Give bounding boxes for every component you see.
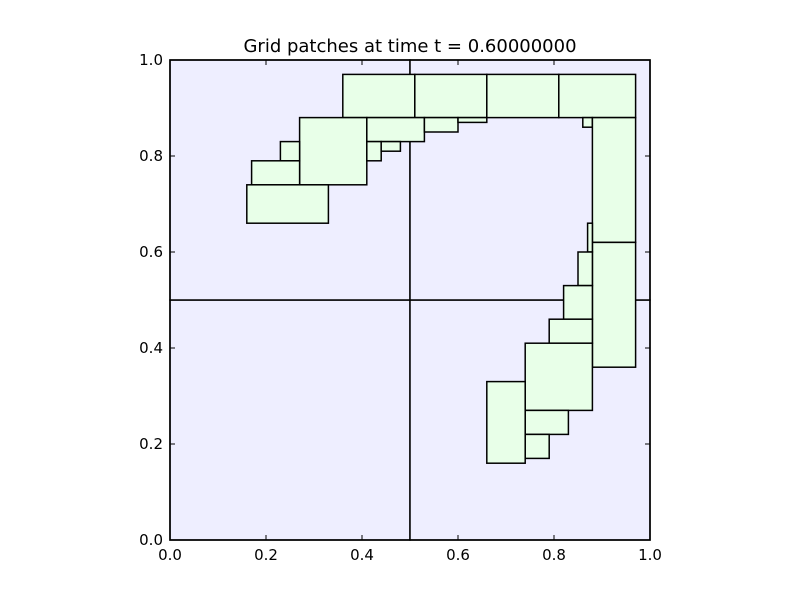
level2-patches xyxy=(246,73,637,464)
y-tick-label: 0.4 xyxy=(139,339,163,357)
level2-patch-14 xyxy=(582,116,594,128)
y-tick-label: 0.0 xyxy=(139,531,163,549)
x-tick-label: 0.2 xyxy=(254,546,278,564)
level2-patch-22 xyxy=(524,409,570,436)
level2-patch-1 xyxy=(342,73,416,119)
level2-patch-17 xyxy=(586,222,594,253)
axis-ticks xyxy=(169,59,651,541)
level2-patch-8 xyxy=(457,116,488,124)
y-tick-label: 0.8 xyxy=(139,147,163,165)
x-tick-label: 0.8 xyxy=(542,546,566,564)
level2-patch-5 xyxy=(298,116,368,186)
level2-patch-2 xyxy=(414,73,488,119)
level2-patch-3 xyxy=(486,73,560,119)
level2-patch-10 xyxy=(380,140,402,152)
axes-frame xyxy=(169,59,651,541)
plot-area: 0.0 0.2 0.4 0.6 0.8 1.0 0.0 0.2 0.4 0.6 0.8 1.0 xyxy=(139,51,662,564)
x-tick-label: 1.0 xyxy=(638,546,662,564)
level2-patch-18 xyxy=(577,251,594,287)
level2-patch-16 xyxy=(591,241,637,368)
x-tick-labels: 0.0 0.2 0.4 0.6 0.8 1.0 xyxy=(158,546,662,564)
y-tick-label: 1.0 xyxy=(139,51,163,69)
level1-patch-1 xyxy=(169,299,411,541)
level2-patch-21 xyxy=(524,342,594,412)
y-tick-labels: 0.0 0.2 0.4 0.6 0.8 1.0 xyxy=(139,51,163,549)
x-tick-label: 0.4 xyxy=(350,546,374,564)
chart-title: Grid patches at time t = 0.60000000 xyxy=(243,36,576,57)
level2-patch-24 xyxy=(486,380,526,464)
level2-patch-12 xyxy=(250,160,301,186)
level2-patch-7 xyxy=(423,116,459,133)
level2-patch-19 xyxy=(562,284,594,320)
level2-patch-6 xyxy=(366,116,426,143)
level2-patch-20 xyxy=(548,318,594,344)
level2-patch-11 xyxy=(279,140,301,162)
level2-patch-9 xyxy=(366,140,382,162)
x-tick-label: 0.0 xyxy=(158,546,182,564)
level2-patch-23 xyxy=(524,433,550,460)
y-tick-label: 0.2 xyxy=(139,435,163,453)
level2-patch-13 xyxy=(246,184,330,224)
x-tick-label: 0.6 xyxy=(446,546,470,564)
y-tick-label: 0.6 xyxy=(139,243,163,261)
level2-patch-4 xyxy=(558,73,637,119)
level2-patch-15 xyxy=(591,116,637,244)
